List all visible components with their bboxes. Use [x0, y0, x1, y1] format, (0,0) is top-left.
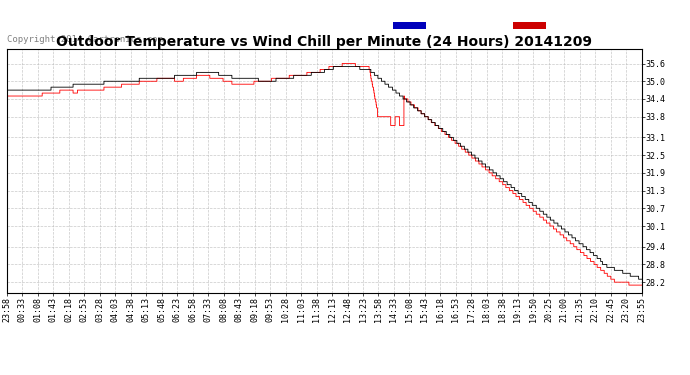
Temperature (°F) [3, 88, 11, 92]
Temperature (°F) [562, 230, 571, 234]
Temperature (°F) [128, 79, 137, 84]
Wind Chill (°F) [128, 82, 137, 87]
Wind Chill (°F) [144, 79, 152, 84]
Wind Chill (°F) [338, 61, 346, 66]
Wind Chill (°F) [215, 76, 224, 81]
Wind Chill (°F) [562, 238, 571, 243]
Temperature (°F) [424, 114, 432, 119]
Temperature (°F) [638, 277, 646, 282]
Temperature (°F) [635, 277, 643, 282]
Title: Outdoor Temperature vs Wind Chill per Minute (24 Hours) 20141209: Outdoor Temperature vs Wind Chill per Mi… [57, 35, 592, 49]
Line: Temperature (°F): Temperature (°F) [7, 66, 642, 279]
Wind Chill (°F) [424, 114, 432, 119]
Temperature (°F) [144, 76, 152, 81]
Wind Chill (°F) [3, 94, 11, 98]
Wind Chill (°F) [506, 188, 515, 193]
Text: Copyright 2014 Cartronics.com: Copyright 2014 Cartronics.com [7, 35, 163, 44]
Temperature (°F) [506, 182, 515, 187]
Temperature (°F) [329, 64, 337, 69]
Temperature (°F) [215, 73, 224, 78]
Wind Chill (°F) [624, 283, 633, 287]
Wind Chill (°F) [638, 283, 646, 287]
Line: Wind Chill (°F): Wind Chill (°F) [7, 63, 642, 285]
Legend: Wind Chill  (°F), Temperature  (°F): Wind Chill (°F), Temperature (°F) [393, 21, 638, 30]
